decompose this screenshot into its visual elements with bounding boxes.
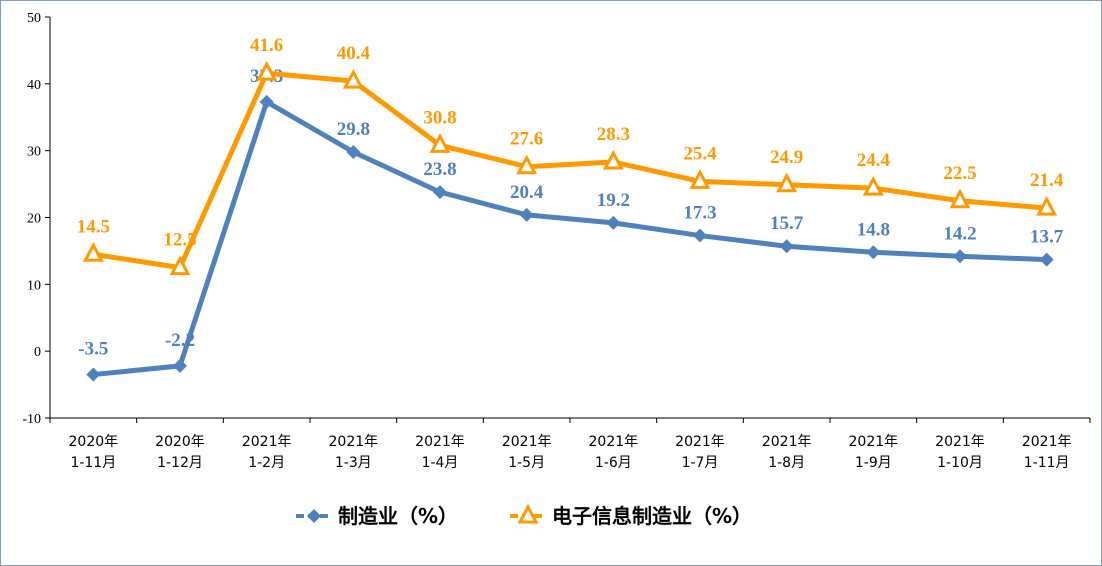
diamond-marker: [779, 239, 794, 254]
data-label: 21.4: [1030, 170, 1064, 191]
triangle-marker: [517, 503, 539, 524]
x-tick-label: 2021年: [762, 434, 812, 450]
diamond-marker: [606, 215, 621, 230]
x-tick-label: 1-5月: [508, 455, 545, 471]
data-label: 28.3: [597, 124, 630, 145]
legend-label: 电子信息制造业（%）: [552, 504, 752, 528]
x-tick-label: 1-8月: [768, 455, 805, 471]
x-tick-label: 2020年: [69, 434, 119, 450]
y-tick-label: 0: [34, 345, 41, 360]
data-label: 14.8: [857, 219, 890, 240]
triangle-marker: [602, 149, 624, 170]
triangle-marker: [342, 68, 364, 89]
triangle-marker: [429, 133, 451, 153]
data-label: 19.2: [597, 190, 630, 211]
data-label: 17.3: [683, 203, 716, 224]
x-tick-label: 2021年: [242, 434, 292, 450]
diamond-marker: [693, 228, 707, 243]
diamond-marker: [86, 367, 101, 382]
triangle-marker: [169, 255, 191, 276]
data-label: 20.4: [510, 182, 544, 203]
diamond-marker: [173, 358, 187, 373]
x-tick-label: 2021年: [675, 434, 725, 450]
diamond-marker: [259, 94, 274, 109]
diamond-marker: [519, 207, 534, 222]
y-tick-label: 30: [27, 145, 41, 160]
x-tick-label: 2021年: [1022, 434, 1072, 450]
triangle-marker: [1036, 195, 1058, 216]
diamond-marker: [307, 509, 321, 523]
diamond-marker: [1039, 252, 1054, 267]
data-label: 25.4: [683, 143, 717, 164]
data-label: 23.8: [423, 159, 456, 180]
x-tick-label: 1-11月: [70, 455, 116, 471]
x-tick-label: 2021年: [589, 434, 639, 450]
series-line: [92, 70, 1047, 271]
diamond-marker: [346, 145, 361, 160]
y-tick-label: 50: [27, 11, 41, 26]
x-tick-label: 1-9月: [855, 455, 892, 471]
triangle-marker: [689, 169, 711, 189]
x-tick-label: 1-12月: [157, 455, 203, 471]
data-label: 40.4: [337, 43, 371, 64]
y-tick-label: -10: [22, 412, 41, 427]
triangle-marker: [256, 60, 278, 81]
data-label: 22.5: [943, 163, 976, 184]
triangle-marker: [82, 242, 104, 262]
legend: 制造业（%） 电子信息制造业（%）: [296, 503, 752, 528]
data-label: 27.6: [510, 129, 543, 150]
data-label: 30.8: [423, 107, 456, 128]
x-tick-label: 1-10月: [937, 455, 983, 471]
x-tick-label: 1-6月: [595, 455, 632, 471]
x-tick-label: 1-3月: [335, 455, 372, 471]
data-label: 12.5: [163, 230, 196, 251]
triangle-marker: [516, 154, 538, 175]
triangle-marker: [776, 172, 798, 193]
data-label: 29.8: [337, 119, 370, 140]
series-0: -3.5-2.237.329.823.820.419.217.315.714.8…: [78, 66, 1064, 382]
series-line: [93, 99, 1047, 378]
x-tick-label: 1-11月: [1024, 455, 1070, 471]
data-label: 41.6: [250, 35, 283, 56]
x-tick-label: 2021年: [329, 434, 379, 450]
triangle-marker: [862, 175, 884, 196]
x-tick-label: 2020年: [155, 434, 205, 450]
x-tick-label: 2021年: [935, 434, 985, 450]
series-1: 14.5 12.5 41.6 40.4 30.8 27.6 28.3 25.4 24.9 24.4…: [77, 35, 1064, 276]
diamond-marker: [433, 185, 447, 200]
x-tick-label: 1-7月: [682, 455, 719, 471]
data-label: 24.9: [770, 147, 803, 168]
diamond-marker: [953, 249, 967, 264]
x-tick-label: 1-4月: [422, 455, 459, 471]
legend-label: 制造业（%）: [338, 504, 458, 528]
y-tick-label: 20: [27, 212, 41, 227]
data-label: 14.2: [943, 223, 976, 244]
data-label: 14.5: [77, 216, 110, 237]
triangle-marker: [949, 188, 971, 209]
data-label: -2.2: [165, 330, 195, 351]
x-tick-label: 2021年: [849, 434, 899, 450]
data-label: 24.4: [857, 150, 891, 171]
data-label: -3.5: [78, 339, 108, 360]
x-tick-label: 2021年: [502, 434, 552, 450]
data-label: 13.7: [1030, 227, 1064, 248]
x-tick-label: 2021年: [415, 434, 465, 450]
data-label: 15.7: [770, 213, 804, 234]
diamond-marker: [866, 245, 881, 260]
y-tick-label: 10: [27, 278, 41, 293]
x-tick-label: 1-2月: [248, 455, 285, 471]
y-tick-label: 40: [27, 78, 41, 93]
